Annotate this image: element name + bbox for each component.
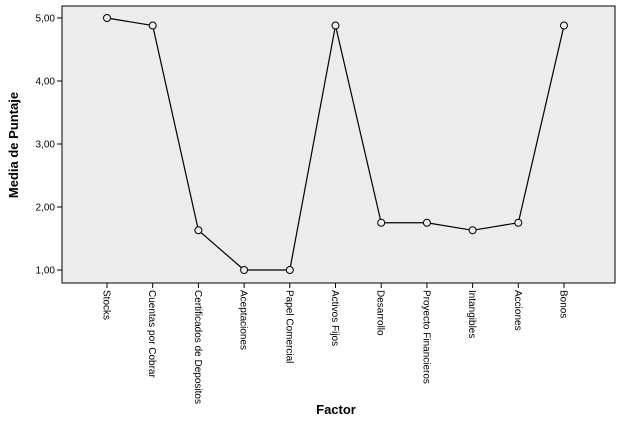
x-tick-label: Proyecto Financieros — [420, 290, 431, 384]
y-tick-label: 1,00 — [36, 266, 56, 277]
data-point — [332, 22, 339, 29]
data-point — [195, 227, 202, 234]
y-tick-label: 2,00 — [36, 203, 56, 214]
y-axis: 1,00 2,00 3,00 4,00 5,00 — [36, 14, 62, 277]
y-axis-title: Media de Puntaje — [6, 92, 21, 198]
y-tick-label: 3,00 — [36, 140, 56, 151]
x-axis: Stocks Cuentas por Cobrar Certificados de … — [101, 283, 569, 404]
x-tick-label: Stocks — [101, 290, 112, 320]
data-point — [423, 219, 430, 226]
x-tick-label: Papel Comercial — [283, 290, 294, 363]
data-point — [104, 15, 111, 22]
plot-area — [62, 6, 615, 283]
x-tick-label: Acciones — [512, 290, 523, 331]
data-point — [241, 267, 248, 274]
data-point — [561, 22, 568, 29]
x-tick-label: Bonos — [558, 290, 569, 318]
x-tick-label: Activos Fijos — [329, 290, 340, 346]
x-tick-label: Intangibles — [466, 290, 477, 338]
x-tick-label: Aceptaciones — [238, 290, 249, 350]
x-tick-label: Certificados de Depositos — [192, 290, 203, 404]
y-tick-label: 5,00 — [36, 14, 56, 25]
data-point — [149, 22, 156, 29]
data-point — [469, 227, 476, 234]
x-tick-label: Cuentas por Cobrar — [146, 290, 157, 378]
data-point — [515, 219, 522, 226]
x-axis-title: Factor — [316, 402, 356, 417]
y-tick-label: 4,00 — [36, 77, 56, 88]
data-point — [286, 267, 293, 274]
data-point — [378, 219, 385, 226]
x-tick-label: Desarrollo — [375, 290, 386, 336]
